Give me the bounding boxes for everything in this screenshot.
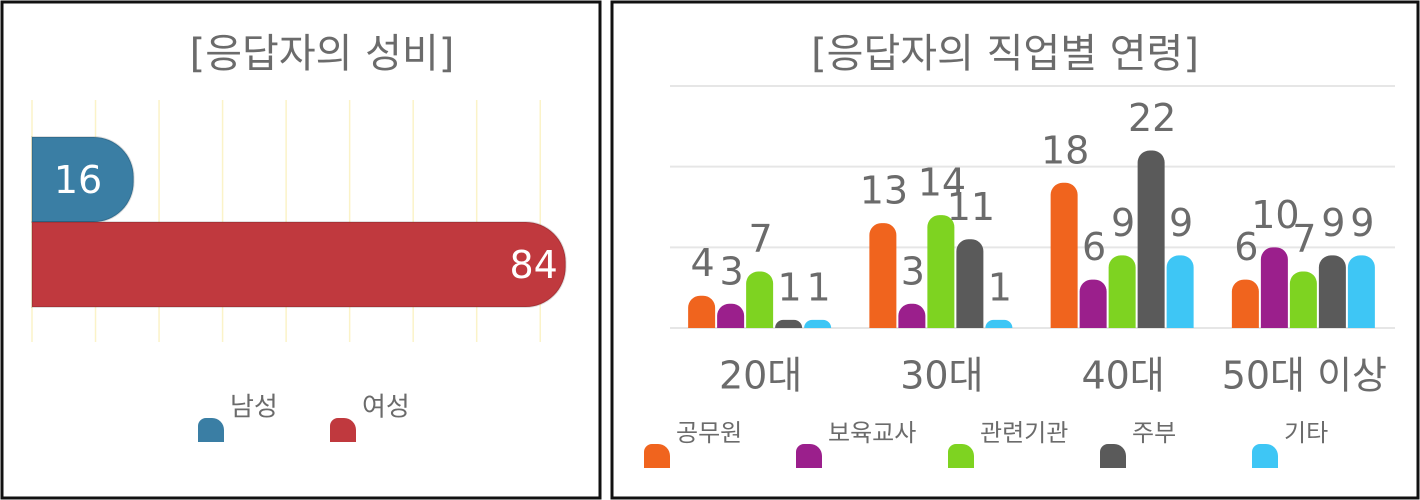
x-tick-label: 20대 [719,354,802,398]
data-label: 9 [1169,201,1193,245]
legend-icon [948,444,974,468]
data-label: 9 [1350,201,1374,245]
bar [1137,150,1165,328]
bar [31,136,135,223]
bar [1108,255,1136,328]
data-label: 18 [1041,128,1089,172]
chart-title: [응답자의 직업별 연령] [811,31,1199,77]
bar [1260,247,1288,328]
legend-label: 여성 [362,393,410,423]
data-label: 13 [860,169,908,213]
bar [1289,271,1317,328]
data-label: 9 [1111,201,1135,245]
bar [775,319,803,328]
data-label: 9 [1321,201,1345,245]
data-label: 7 [749,217,773,261]
legend-label: 보육교사 [828,419,916,447]
data-label: 1 [778,265,802,309]
data-label: 11 [947,185,995,229]
bar [688,295,716,328]
bar [1318,255,1346,328]
legend-icon [1252,444,1278,468]
data-label: 10 [1251,193,1299,237]
bar [1347,255,1375,328]
legend-label: 공무원 [676,419,742,447]
bar [717,303,745,328]
data-label: 16 [54,158,102,202]
legend-icon [330,418,356,442]
data-label: 22 [1128,96,1176,140]
bar [898,303,926,328]
data-label: 14 [918,161,966,205]
legend-label: 기타 [1284,419,1328,447]
data-label: 4 [691,241,715,285]
bar [956,239,984,328]
legend-label: 관련기관 [980,419,1068,447]
data-label: 6 [1082,225,1106,269]
bar [1079,279,1107,328]
x-tick-label: 50대 이상 [1222,354,1387,398]
data-label: 1 [807,265,831,309]
legend-icon [644,444,670,468]
bar [746,271,774,328]
data-label: 1 [988,265,1012,309]
data-label: 6 [1234,225,1258,269]
legend-label: 남성 [230,393,278,423]
legend-icon [198,418,224,442]
x-tick-label: 40대 [1081,354,1164,398]
bar [985,319,1013,328]
bar [1050,182,1078,328]
bar [31,221,567,308]
chart-title: [응답자의 성비] [190,31,455,77]
bar [869,223,897,328]
data-label: 7 [1292,217,1316,261]
x-tick-label: 30대 [900,354,983,398]
bar [927,215,955,328]
bar [804,319,832,328]
data-label: 3 [720,249,744,293]
legend-label: 주부 [1132,419,1176,447]
legend-icon [1100,444,1126,468]
bar [1166,255,1194,328]
bar [1231,279,1259,328]
legend-icon [796,444,822,468]
data-label: 3 [901,249,925,293]
right-panel [610,0,1420,500]
data-label: 84 [509,243,557,287]
